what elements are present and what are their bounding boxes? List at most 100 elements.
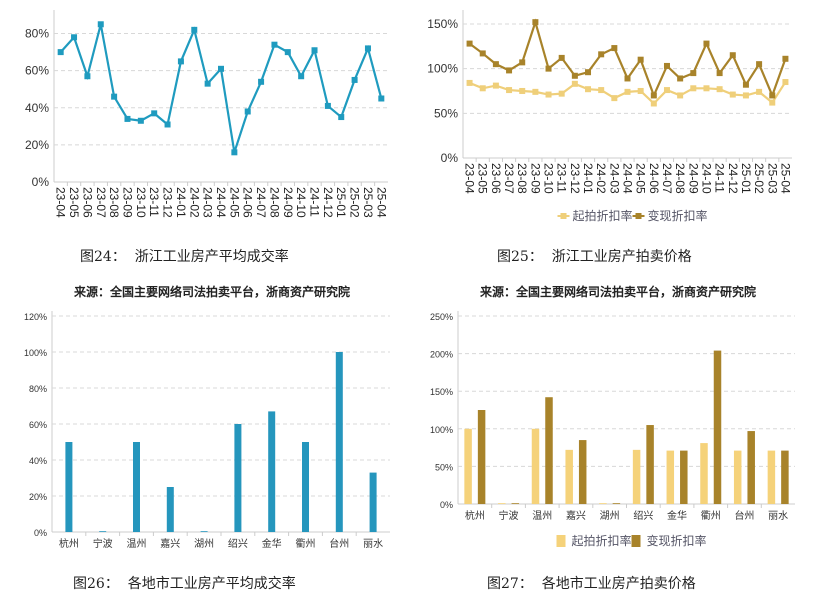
- x-tick-label: 衢州: [296, 538, 316, 550]
- data-point: [324, 102, 331, 109]
- data-point: [244, 108, 251, 115]
- data-point: [519, 87, 526, 94]
- data-point: [677, 75, 684, 82]
- data-point: [466, 79, 473, 86]
- data-point: [284, 49, 291, 56]
- y-tick-label: 20%: [29, 492, 47, 502]
- series-line-0: [59, 24, 383, 153]
- bar: [680, 450, 688, 504]
- data-point: [571, 80, 578, 87]
- x-tick-label: 23-04: [54, 187, 68, 218]
- x-tick-label: 24-09: [686, 163, 700, 194]
- bar: [99, 531, 107, 532]
- bar: [335, 352, 343, 532]
- figure-25-source: 来源：全国主要网络司法拍卖平台，浙商资产研究院: [480, 285, 757, 299]
- x-tick-label: 衢州: [701, 510, 721, 522]
- data-point: [650, 100, 657, 107]
- x-tick-label: 23-07: [94, 187, 108, 218]
- data-point: [519, 59, 526, 66]
- data-point: [769, 99, 776, 106]
- y-tick-label: 60%: [29, 420, 47, 430]
- bar: [565, 449, 573, 504]
- bar: [133, 442, 140, 532]
- y-tick-label: 120%: [24, 312, 47, 322]
- data-point: [585, 86, 592, 93]
- data-point: [479, 85, 486, 92]
- data-point: [756, 88, 763, 95]
- bar: [302, 442, 309, 532]
- legend-label: 起拍折扣率: [573, 208, 633, 223]
- x-tick-label: 24-06: [241, 187, 255, 218]
- legend-label: 变现折扣率: [648, 208, 708, 223]
- data-point: [756, 61, 763, 68]
- x-tick-label: 24-04: [214, 187, 228, 218]
- bar: [747, 431, 755, 504]
- data-point: [782, 79, 789, 86]
- x-tick-label: 24-03: [201, 187, 215, 218]
- data-point: [351, 76, 358, 83]
- data-point: [690, 85, 697, 92]
- x-tick-label: 绍兴: [228, 537, 248, 550]
- x-tick-label: 24-07: [254, 187, 268, 218]
- data-point: [97, 21, 104, 28]
- data-point: [84, 73, 91, 80]
- x-tick-label: 宁波: [93, 537, 113, 550]
- x-tick-label: 杭州: [59, 537, 79, 550]
- x-tick-label: 24-08: [673, 163, 687, 194]
- legend-swatch: [556, 535, 566, 547]
- x-tick-label: 24-12: [321, 187, 335, 218]
- x-tick-label: 23-05: [67, 187, 81, 218]
- data-point: [271, 41, 278, 48]
- x-tick-label: 25-03: [765, 163, 779, 194]
- data-point: [624, 88, 631, 95]
- y-tick-label: 80%: [29, 384, 47, 394]
- y-tick-label: 0%: [34, 528, 47, 538]
- data-point: [690, 70, 697, 77]
- x-tick-label: 25-01: [334, 187, 348, 218]
- x-tick-label: 绍兴: [633, 509, 653, 522]
- data-point: [545, 65, 552, 72]
- y-tick-label: 40%: [25, 101, 49, 115]
- x-tick-label: 23-08: [107, 187, 121, 218]
- x-tick-label: 24-02: [187, 187, 201, 218]
- y-tick-label: 50%: [435, 462, 453, 472]
- figure-24-caption: 图24： 浙江工业房产平均成交率: [80, 249, 289, 265]
- data-point: [624, 75, 631, 82]
- x-tick-label: 23-05: [476, 163, 490, 194]
- bar: [646, 425, 654, 504]
- data-point: [177, 58, 184, 65]
- data-point: [298, 73, 305, 80]
- bar: [578, 440, 587, 504]
- x-tick-label: 台州: [329, 537, 349, 550]
- bar: [268, 411, 276, 532]
- data-point: [479, 50, 486, 57]
- bar: [781, 450, 789, 504]
- y-tick-label: 150%: [430, 387, 453, 397]
- data-point: [558, 90, 565, 97]
- bar: [477, 410, 486, 504]
- data-point: [492, 61, 499, 68]
- bar: [713, 350, 722, 504]
- x-tick-label: 25-02: [752, 163, 766, 194]
- data-point: [57, 49, 64, 56]
- x-tick-label: 24-04: [621, 163, 635, 194]
- data-point: [532, 88, 539, 95]
- data-point: [637, 56, 644, 63]
- legend-marker: [560, 213, 567, 219]
- bar: [599, 503, 607, 504]
- x-tick-label: 24-11: [713, 163, 727, 193]
- x-tick-label: 温州: [532, 510, 552, 522]
- bar: [464, 428, 472, 504]
- x-tick-label: 23-10: [542, 163, 556, 194]
- data-point: [364, 45, 371, 52]
- data-point: [111, 93, 118, 100]
- y-tick-label: 80%: [25, 27, 49, 41]
- x-tick-label: 23-09: [528, 163, 542, 194]
- x-tick-label: 23-12: [568, 163, 582, 194]
- x-tick-label: 24-09: [281, 187, 295, 218]
- data-point: [466, 40, 473, 47]
- x-tick-label: 金华: [667, 509, 687, 522]
- x-tick-label: 杭州: [465, 509, 485, 522]
- data-point: [191, 26, 198, 33]
